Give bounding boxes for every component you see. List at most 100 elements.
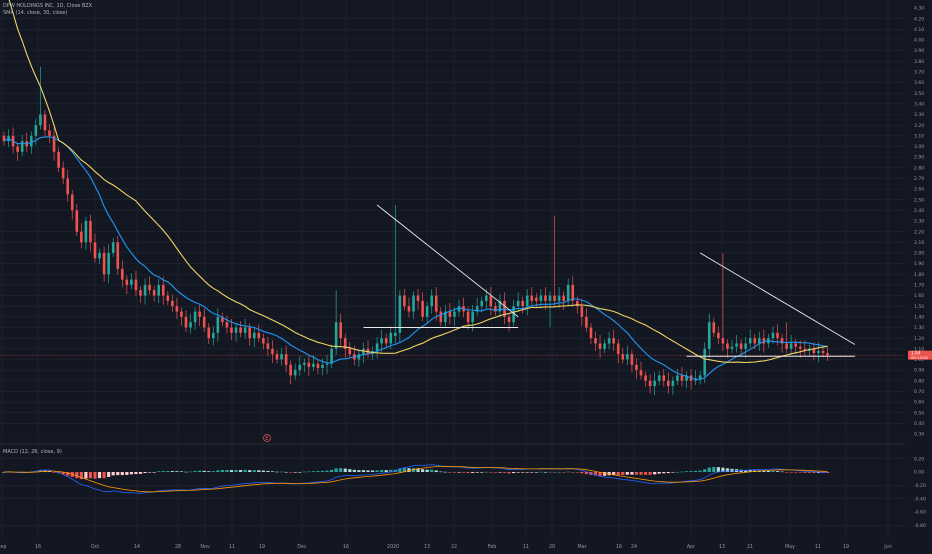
macd-histogram-bar — [471, 472, 475, 473]
candle-body — [535, 297, 538, 301]
macd-histogram-bar — [179, 471, 184, 472]
time-tick-label: 11 — [229, 544, 235, 550]
macd-histogram-bar — [707, 467, 711, 472]
candle-body — [175, 306, 179, 312]
candle-body — [480, 300, 484, 307]
candle-body — [439, 311, 443, 323]
macd-histogram-bar — [493, 472, 497, 473]
candle-body — [598, 343, 602, 349]
candle-body — [603, 343, 606, 349]
candle-body — [453, 311, 456, 317]
candle-body — [389, 332, 393, 344]
price-tick-label: 2.80 — [914, 165, 924, 171]
time-tick-label: 19 — [843, 544, 849, 550]
candle-body — [485, 295, 488, 301]
candle-body — [498, 300, 502, 312]
indicator-legend[interactable]: SMA (14, close, 30, close) — [3, 10, 68, 16]
candle-body — [525, 295, 529, 307]
macd-histogram-bar — [430, 469, 434, 472]
macd-histogram-bar — [607, 472, 611, 476]
candle-body — [780, 338, 784, 344]
macd-histogram-bar — [257, 470, 261, 472]
macd-histogram-bar — [725, 468, 730, 472]
candle-body — [753, 338, 757, 344]
macd-histogram-bar — [625, 472, 629, 475]
macd-histogram-bar — [148, 472, 152, 473]
candle-body — [189, 322, 192, 328]
candle-body — [466, 311, 470, 323]
macd-histogram-bar — [107, 472, 111, 477]
time-tick-label: 13 — [719, 544, 725, 550]
candle-body — [134, 279, 138, 291]
macd-histogram-bar — [812, 472, 816, 473]
candle-body — [403, 295, 406, 307]
macd-legend[interactable]: MACD (12, 26, close, 9) — [3, 449, 62, 455]
macd-histogram-bar — [234, 469, 238, 472]
price-tick-label: 2.70 — [914, 176, 924, 182]
candle-body — [93, 242, 97, 259]
candle-body — [75, 210, 79, 232]
macd-histogram-bar — [521, 472, 525, 473]
candle-body — [416, 295, 420, 301]
macd-histogram-bar — [175, 471, 179, 472]
macd-histogram-bar — [302, 471, 306, 473]
macd-histogram-bar — [671, 472, 675, 473]
macd-histogram-bar — [762, 470, 766, 472]
macd-histogram-bar — [712, 467, 716, 472]
candle-body — [448, 311, 452, 317]
macd-histogram-bar — [193, 470, 197, 472]
descending-trendline — [699, 252, 856, 345]
macd-histogram-bar — [525, 472, 529, 473]
macd-histogram-bar — [330, 469, 334, 472]
time-tick-label: Jun — [883, 544, 892, 550]
candle-body — [521, 300, 524, 307]
macd-histogram-bar — [730, 468, 734, 472]
macd-histogram-bar — [721, 467, 725, 472]
price-tick-label: 3.60 — [914, 80, 924, 86]
trendlines[interactable] — [363, 204, 856, 357]
earnings-event-marker[interactable]: E — [263, 434, 271, 442]
macd-histogram-bar — [657, 472, 661, 474]
descending-trendline — [376, 204, 519, 318]
candle-body — [717, 332, 720, 339]
candle-body — [375, 343, 379, 351]
time-tick-label: 11 — [523, 544, 529, 550]
macd-pane — [2, 464, 830, 494]
macd-histogram-bar — [38, 470, 42, 472]
macd-histogram-bar — [266, 470, 270, 472]
time-tick-label: 20 — [549, 544, 555, 550]
candle-body — [576, 300, 579, 307]
macd-histogram-bar — [548, 471, 552, 473]
candle-body — [494, 306, 497, 312]
macd-histogram-bar — [66, 472, 70, 476]
time-tick-label: 22 — [451, 544, 457, 550]
macd-histogram-bar — [298, 472, 302, 473]
candle-body — [612, 338, 615, 344]
time-tick-label: 2020 — [387, 544, 399, 550]
candle-body — [616, 343, 620, 355]
macd-histogram-bar — [316, 471, 320, 472]
macd-histogram-bar — [188, 471, 193, 473]
macd-histogram-bar — [357, 470, 361, 472]
macd-histogram-bar — [93, 472, 97, 479]
candle-body — [248, 327, 251, 339]
price-tick-label: 2.10 — [914, 240, 924, 246]
candle-body — [680, 375, 684, 381]
candle-body — [307, 362, 311, 367]
macd-histogram-bar — [170, 471, 174, 472]
macd-histogram-bar — [457, 472, 461, 473]
macd-histogram-bar — [794, 472, 798, 473]
macd-histogram-bar — [480, 472, 484, 473]
candle-body — [171, 300, 174, 307]
price-tick-label: 1.60 — [914, 293, 924, 299]
chart-title[interactable]: DPW HOLDINGS INC, 1D, Close BZX — [3, 3, 93, 9]
macd-histogram-bar — [225, 469, 229, 472]
macd-histogram-bar — [543, 471, 548, 473]
grid — [0, 0, 905, 538]
candle-body — [303, 362, 306, 365]
time-tick-label: 16 — [35, 544, 41, 550]
candle-body — [475, 306, 479, 312]
candle-body — [252, 332, 256, 339]
candle-body — [744, 343, 747, 349]
